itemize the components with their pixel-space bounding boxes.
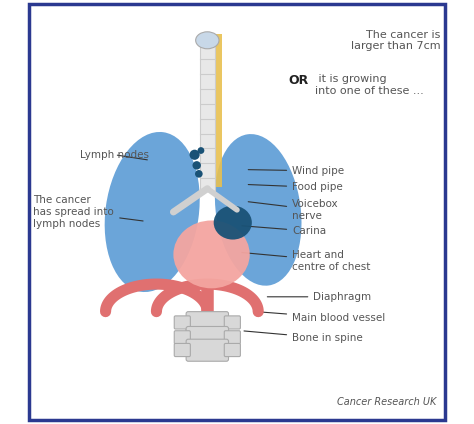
Ellipse shape — [196, 32, 219, 49]
Circle shape — [192, 161, 201, 170]
Circle shape — [195, 170, 203, 178]
Text: Cancer Research UK: Cancer Research UK — [337, 397, 436, 407]
Text: OR: OR — [288, 74, 308, 87]
Text: it is growing
into one of these ...: it is growing into one of these ... — [315, 74, 424, 96]
Ellipse shape — [105, 132, 200, 292]
Circle shape — [198, 147, 204, 154]
Ellipse shape — [214, 206, 252, 240]
Ellipse shape — [173, 220, 250, 288]
Text: Bone in spine: Bone in spine — [244, 331, 363, 343]
Polygon shape — [200, 34, 215, 191]
Text: Voicebox
nerve: Voicebox nerve — [248, 199, 339, 220]
Text: Diaphragm: Diaphragm — [267, 292, 372, 302]
Text: Heart and
centre of chest: Heart and centre of chest — [242, 250, 371, 271]
Text: The cancer
has spread into
lymph nodes: The cancer has spread into lymph nodes — [34, 195, 143, 229]
Polygon shape — [212, 34, 222, 187]
FancyBboxPatch shape — [224, 343, 240, 357]
FancyBboxPatch shape — [186, 339, 228, 361]
FancyBboxPatch shape — [174, 316, 191, 329]
Text: The cancer is
larger than 7cm: The cancer is larger than 7cm — [351, 30, 440, 51]
FancyBboxPatch shape — [174, 331, 191, 344]
FancyBboxPatch shape — [174, 343, 191, 357]
Text: Main blood vessel: Main blood vessel — [259, 312, 385, 323]
Text: Wind pipe: Wind pipe — [248, 166, 344, 176]
FancyBboxPatch shape — [224, 316, 240, 329]
Text: Lymph nodes: Lymph nodes — [80, 150, 149, 160]
Text: Carina: Carina — [242, 226, 326, 236]
FancyBboxPatch shape — [186, 312, 228, 334]
FancyBboxPatch shape — [186, 326, 228, 349]
Text: Food pipe: Food pipe — [248, 182, 343, 192]
Ellipse shape — [215, 134, 301, 286]
Circle shape — [190, 150, 200, 160]
FancyBboxPatch shape — [224, 331, 240, 344]
